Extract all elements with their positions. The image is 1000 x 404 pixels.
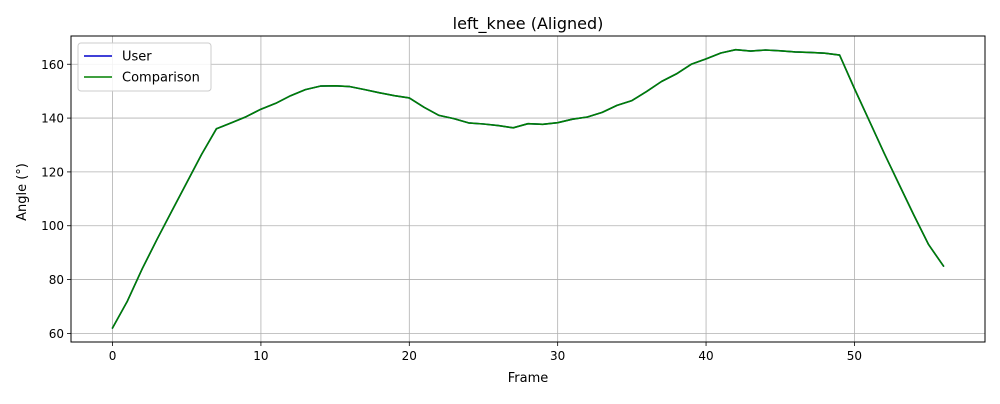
grid [71,36,985,342]
legend-box [77,42,212,92]
y-tick-label: 140 [41,112,64,126]
legend-label-user: User [122,50,152,65]
legend-label-comparison: Comparison [122,71,200,86]
series-lines [111,48,945,329]
chart-title: left_knee (Aligned) [453,14,604,34]
y-tick-label: 100 [41,219,64,233]
x-tick-label: 0 [109,349,117,363]
y-tick-label: 80 [49,273,64,287]
x-axis-ticks: 0 10 20 30 40 50 [109,342,862,363]
x-tick-label: 50 [847,349,862,363]
y-tick-label: 60 [49,327,64,341]
y-axis-label: Angle (°) [15,163,30,221]
x-tick-label: 40 [698,349,713,363]
x-tick-label: 20 [402,349,417,363]
y-tick-label: 120 [41,165,64,179]
plot-frame [70,35,986,343]
x-tick-label: 10 [253,349,268,363]
legend: User Comparison [77,42,212,92]
x-tick-label: 30 [550,349,565,363]
y-tick-label: 160 [41,58,64,72]
x-axis-label: Frame [508,371,549,386]
y-axis-ticks: 60 80 100 120 140 160 [41,58,71,341]
series-line-comparison [111,48,945,329]
